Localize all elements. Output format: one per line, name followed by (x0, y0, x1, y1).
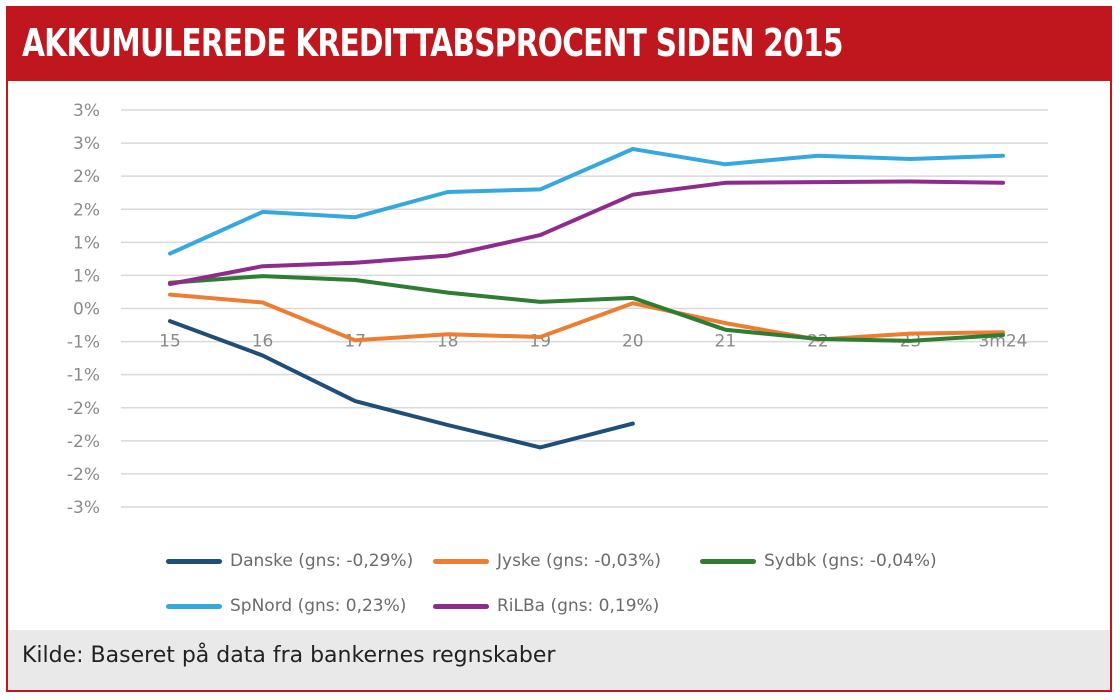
y-tick-label: -1% (67, 333, 100, 353)
chart-frame: AKKUMULEREDE KREDITTABSPROCENT SIDEN 201… (6, 6, 1112, 692)
legend-label-sydbk: Sydbk (gns: -0,04%) (764, 551, 937, 571)
legend-swatch-sydbk (700, 558, 756, 564)
y-tick-label: -2% (67, 399, 100, 419)
line-chart: 3%3%2%2%1%1%0%-1%-1%-2%-2%-2%-3%15 16 17 18… (67, 101, 1048, 518)
y-tick-label: -1% (67, 366, 100, 386)
y-tick-label: 3% (73, 134, 100, 154)
legend-swatch-rilba (433, 603, 489, 609)
legend-item-jyske: Jyske (gns: -0,03%) (433, 549, 661, 573)
legend-item-spnord: SpNord (gns: 0,23%) (166, 594, 406, 618)
legend-label-danske: Danske (gns: -0,29%) (230, 551, 414, 571)
series-line-danske (168, 319, 635, 450)
series-line-rilba (168, 179, 1005, 286)
source-footer: Kilde: Baseret på data fra bankernes reg… (8, 630, 1110, 690)
source-note: Kilde: Baseret på data fra bankernes reg… (22, 643, 556, 668)
y-tick-label: 1% (73, 233, 100, 253)
legend-swatch-danske (166, 558, 222, 564)
x-tick-label: 20 (622, 332, 644, 352)
series-line-spnord (168, 147, 1005, 256)
x-tick-label: 21 (715, 332, 737, 352)
y-tick-label: 2% (73, 200, 100, 220)
legend-swatch-jyske (433, 558, 489, 564)
x-tick-label: 16 (252, 332, 274, 352)
y-tick-label: -2% (67, 432, 100, 452)
header-bar: AKKUMULEREDE KREDITTABSPROCENT SIDEN 201… (8, 8, 1110, 81)
y-tick-label: -3% (67, 498, 100, 518)
y-tick-label: 0% (73, 300, 100, 320)
series-line-jyske (168, 292, 1005, 343)
x-tick-label: 15 (159, 332, 181, 352)
legend-label-spnord: SpNord (gns: 0,23%) (230, 596, 407, 616)
y-tick-label: 2% (73, 167, 100, 187)
y-tick-label: 1% (73, 266, 100, 286)
legend-swatch-spnord (166, 603, 222, 609)
y-tick-label: 3% (73, 101, 100, 121)
legend-item-rilba: RiLBa (gns: 0,19%) (433, 594, 659, 618)
legend-label-rilba: RiLBa (gns: 0,19%) (497, 596, 660, 616)
legend-item-sydbk: Sydbk (gns: -0,04%) (700, 549, 937, 573)
legend-label-jyske: Jyske (gns: -0,03%) (497, 551, 661, 571)
legend-item-danske: Danske (gns: -0,29%) (166, 549, 413, 573)
chart-title: AKKUMULEREDE KREDITTABSPROCENT SIDEN 201… (22, 21, 843, 65)
y-tick-label: -2% (67, 465, 100, 485)
series-line-sydbk (168, 274, 1005, 343)
